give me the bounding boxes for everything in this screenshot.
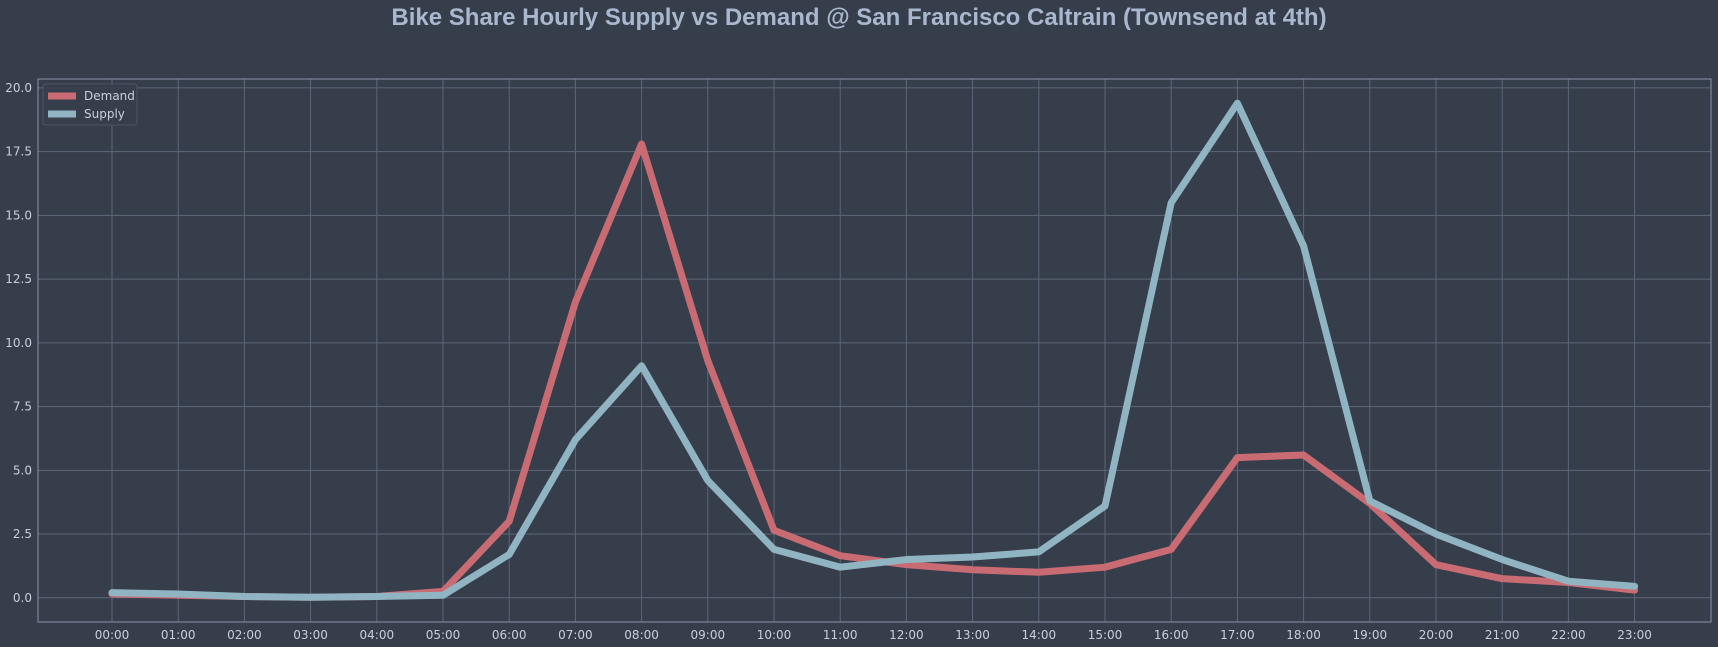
x-tick-label: 02:00 <box>227 628 262 642</box>
data-point <box>1499 575 1506 582</box>
x-tick-label: 06:00 <box>492 628 527 642</box>
x-tick-label: 01:00 <box>161 628 196 642</box>
x-tick-label: 05:00 <box>426 628 461 642</box>
data-point <box>1101 502 1109 510</box>
tick-labels: 00:00 01:00 02:00 03:00 04:00 05:00 06:00 07:00… <box>5 81 1652 642</box>
data-point <box>108 589 116 596</box>
data-point <box>1499 556 1506 563</box>
y-tick-label: 5.0 <box>13 463 32 477</box>
x-tick-label: 17:00 <box>1220 628 1255 642</box>
data-point <box>770 546 778 553</box>
x-tick-label: 04:00 <box>360 628 395 642</box>
data-point <box>1168 199 1175 206</box>
series-demand <box>108 140 1639 601</box>
data-point <box>506 518 513 525</box>
data-point <box>175 590 182 598</box>
y-tick-label: 10.0 <box>5 336 32 350</box>
data-point <box>1035 569 1043 576</box>
y-tick-label: 12.5 <box>5 272 32 286</box>
legend-item-supply: Supply <box>48 107 125 121</box>
data-point <box>837 552 844 559</box>
x-tick-label: 08:00 <box>624 628 659 642</box>
x-tick-label: 07:00 <box>558 628 593 642</box>
y-tick-label: 15.0 <box>5 208 32 222</box>
data-point <box>704 477 711 484</box>
data-point <box>903 556 910 563</box>
data-point <box>439 592 447 599</box>
y-tick-label: 7.5 <box>13 400 32 414</box>
data-point <box>1432 530 1440 538</box>
data-point <box>704 357 711 364</box>
data-point <box>1234 454 1241 461</box>
legend-label: Demand <box>84 89 135 103</box>
x-tick-label: 18:00 <box>1286 628 1321 642</box>
data-point <box>1035 548 1043 556</box>
x-tick-label: 21:00 <box>1485 628 1520 642</box>
x-tick-label: 16:00 <box>1154 628 1189 642</box>
legend: Demand Supply <box>42 83 138 126</box>
data-point <box>1366 497 1374 505</box>
x-tick-label: 22:00 <box>1551 628 1586 642</box>
data-point <box>1631 583 1638 590</box>
grid <box>38 79 1711 622</box>
series-line <box>108 140 1639 601</box>
data-point <box>770 527 778 534</box>
legend-item-demand: Demand <box>48 89 135 103</box>
data-point <box>638 140 645 148</box>
data-point <box>1234 100 1241 107</box>
data-point <box>572 436 579 443</box>
data-point <box>638 362 645 369</box>
series-lines <box>108 99 1639 601</box>
x-tick-label: 12:00 <box>889 628 924 642</box>
y-tick-label: 20.0 <box>5 81 32 95</box>
data-point <box>241 593 248 600</box>
x-tick-label: 14:00 <box>1022 628 1057 642</box>
data-point <box>837 563 844 571</box>
data-point <box>1168 546 1175 553</box>
series-supply <box>108 99 1639 601</box>
data-point <box>506 551 513 558</box>
data-point <box>307 594 314 601</box>
data-point <box>1300 451 1307 459</box>
data-point <box>969 566 976 573</box>
legend-marker <box>59 93 65 99</box>
x-tick-label: 20:00 <box>1419 628 1454 642</box>
x-tick-label: 00:00 <box>95 628 130 642</box>
y-tick-label: 0.0 <box>13 591 32 605</box>
data-point <box>1300 242 1307 250</box>
y-tick-label: 17.5 <box>5 145 32 159</box>
x-tick-label: 10:00 <box>757 628 792 642</box>
legend-label: Supply <box>84 107 125 121</box>
x-tick-label: 13:00 <box>955 628 990 642</box>
series-line <box>108 99 1639 601</box>
legend-marker <box>59 111 65 117</box>
data-point <box>1432 561 1440 568</box>
x-tick-label: 09:00 <box>691 628 726 642</box>
data-point <box>373 593 380 600</box>
x-tick-label: 03:00 <box>293 628 328 642</box>
x-tick-label: 19:00 <box>1353 628 1388 642</box>
data-point <box>969 553 976 561</box>
y-tick-label: 2.5 <box>13 527 32 541</box>
plot-frame <box>37 78 1712 623</box>
x-tick-label: 15:00 <box>1088 628 1123 642</box>
data-point <box>572 298 579 306</box>
chart-title: Bike Share Hourly Supply vs Demand @ San… <box>391 4 1326 31</box>
x-tick-label: 11:00 <box>823 628 858 642</box>
x-tick-label: 23:00 <box>1617 628 1652 642</box>
data-point <box>1101 563 1109 571</box>
data-point <box>1565 578 1572 585</box>
